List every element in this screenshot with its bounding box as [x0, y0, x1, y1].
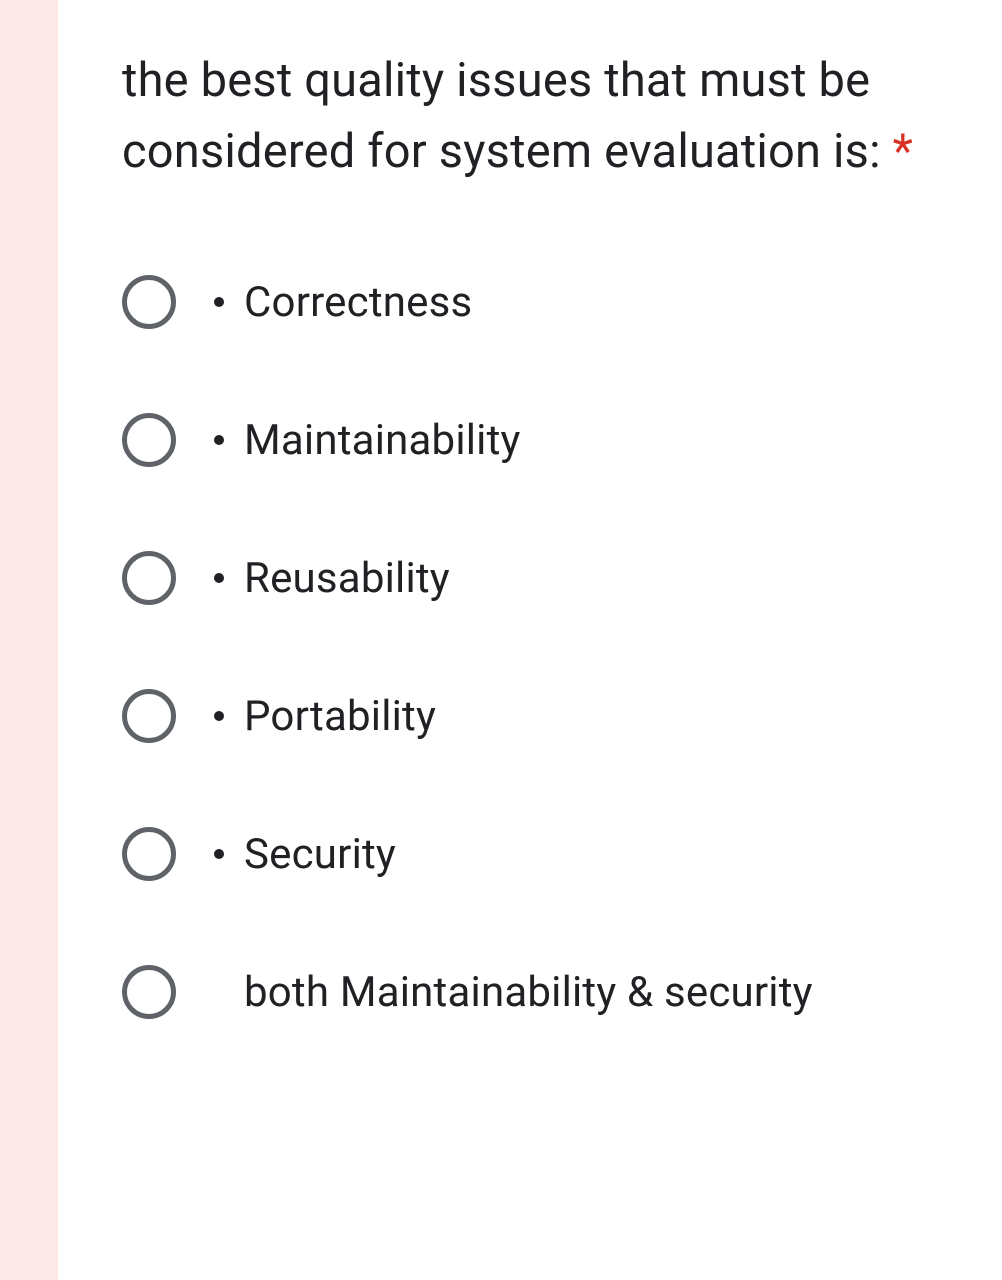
option-reusability[interactable]: Reusability: [122, 551, 982, 605]
option-portability[interactable]: Portability: [122, 689, 982, 743]
option-security[interactable]: Security: [122, 827, 982, 881]
option-both[interactable]: both Maintainability & security: [122, 965, 982, 1019]
bullet-icon: [214, 849, 224, 859]
option-label: Reusability: [244, 554, 450, 603]
option-label: Maintainability: [244, 416, 521, 465]
radio-icon[interactable]: [122, 413, 176, 467]
option-maintainability[interactable]: Maintainability: [122, 413, 982, 467]
question-text: the best quality issues that must be con…: [122, 46, 982, 187]
required-asterisk: *: [893, 124, 913, 179]
radio-icon[interactable]: [122, 275, 176, 329]
left-accent-strip: [0, 0, 58, 1280]
option-label: Security: [244, 830, 396, 879]
option-label: Portability: [244, 692, 436, 741]
option-label: Correctness: [244, 278, 472, 327]
option-label: both Maintainability & security: [244, 968, 813, 1017]
radio-icon[interactable]: [122, 689, 176, 743]
radio-icon[interactable]: [122, 551, 176, 605]
bullet-icon: [214, 711, 224, 721]
question-body: the best quality issues that must be con…: [122, 53, 881, 179]
bullet-icon: [214, 573, 224, 583]
option-correctness[interactable]: Correctness: [122, 275, 982, 329]
options-group: Correctness Maintainability Reusability …: [122, 275, 982, 1019]
question-card: the best quality issues that must be con…: [58, 0, 1002, 1280]
bullet-icon: [214, 435, 224, 445]
bullet-icon: [214, 297, 224, 307]
radio-icon[interactable]: [122, 827, 176, 881]
radio-icon[interactable]: [122, 965, 176, 1019]
